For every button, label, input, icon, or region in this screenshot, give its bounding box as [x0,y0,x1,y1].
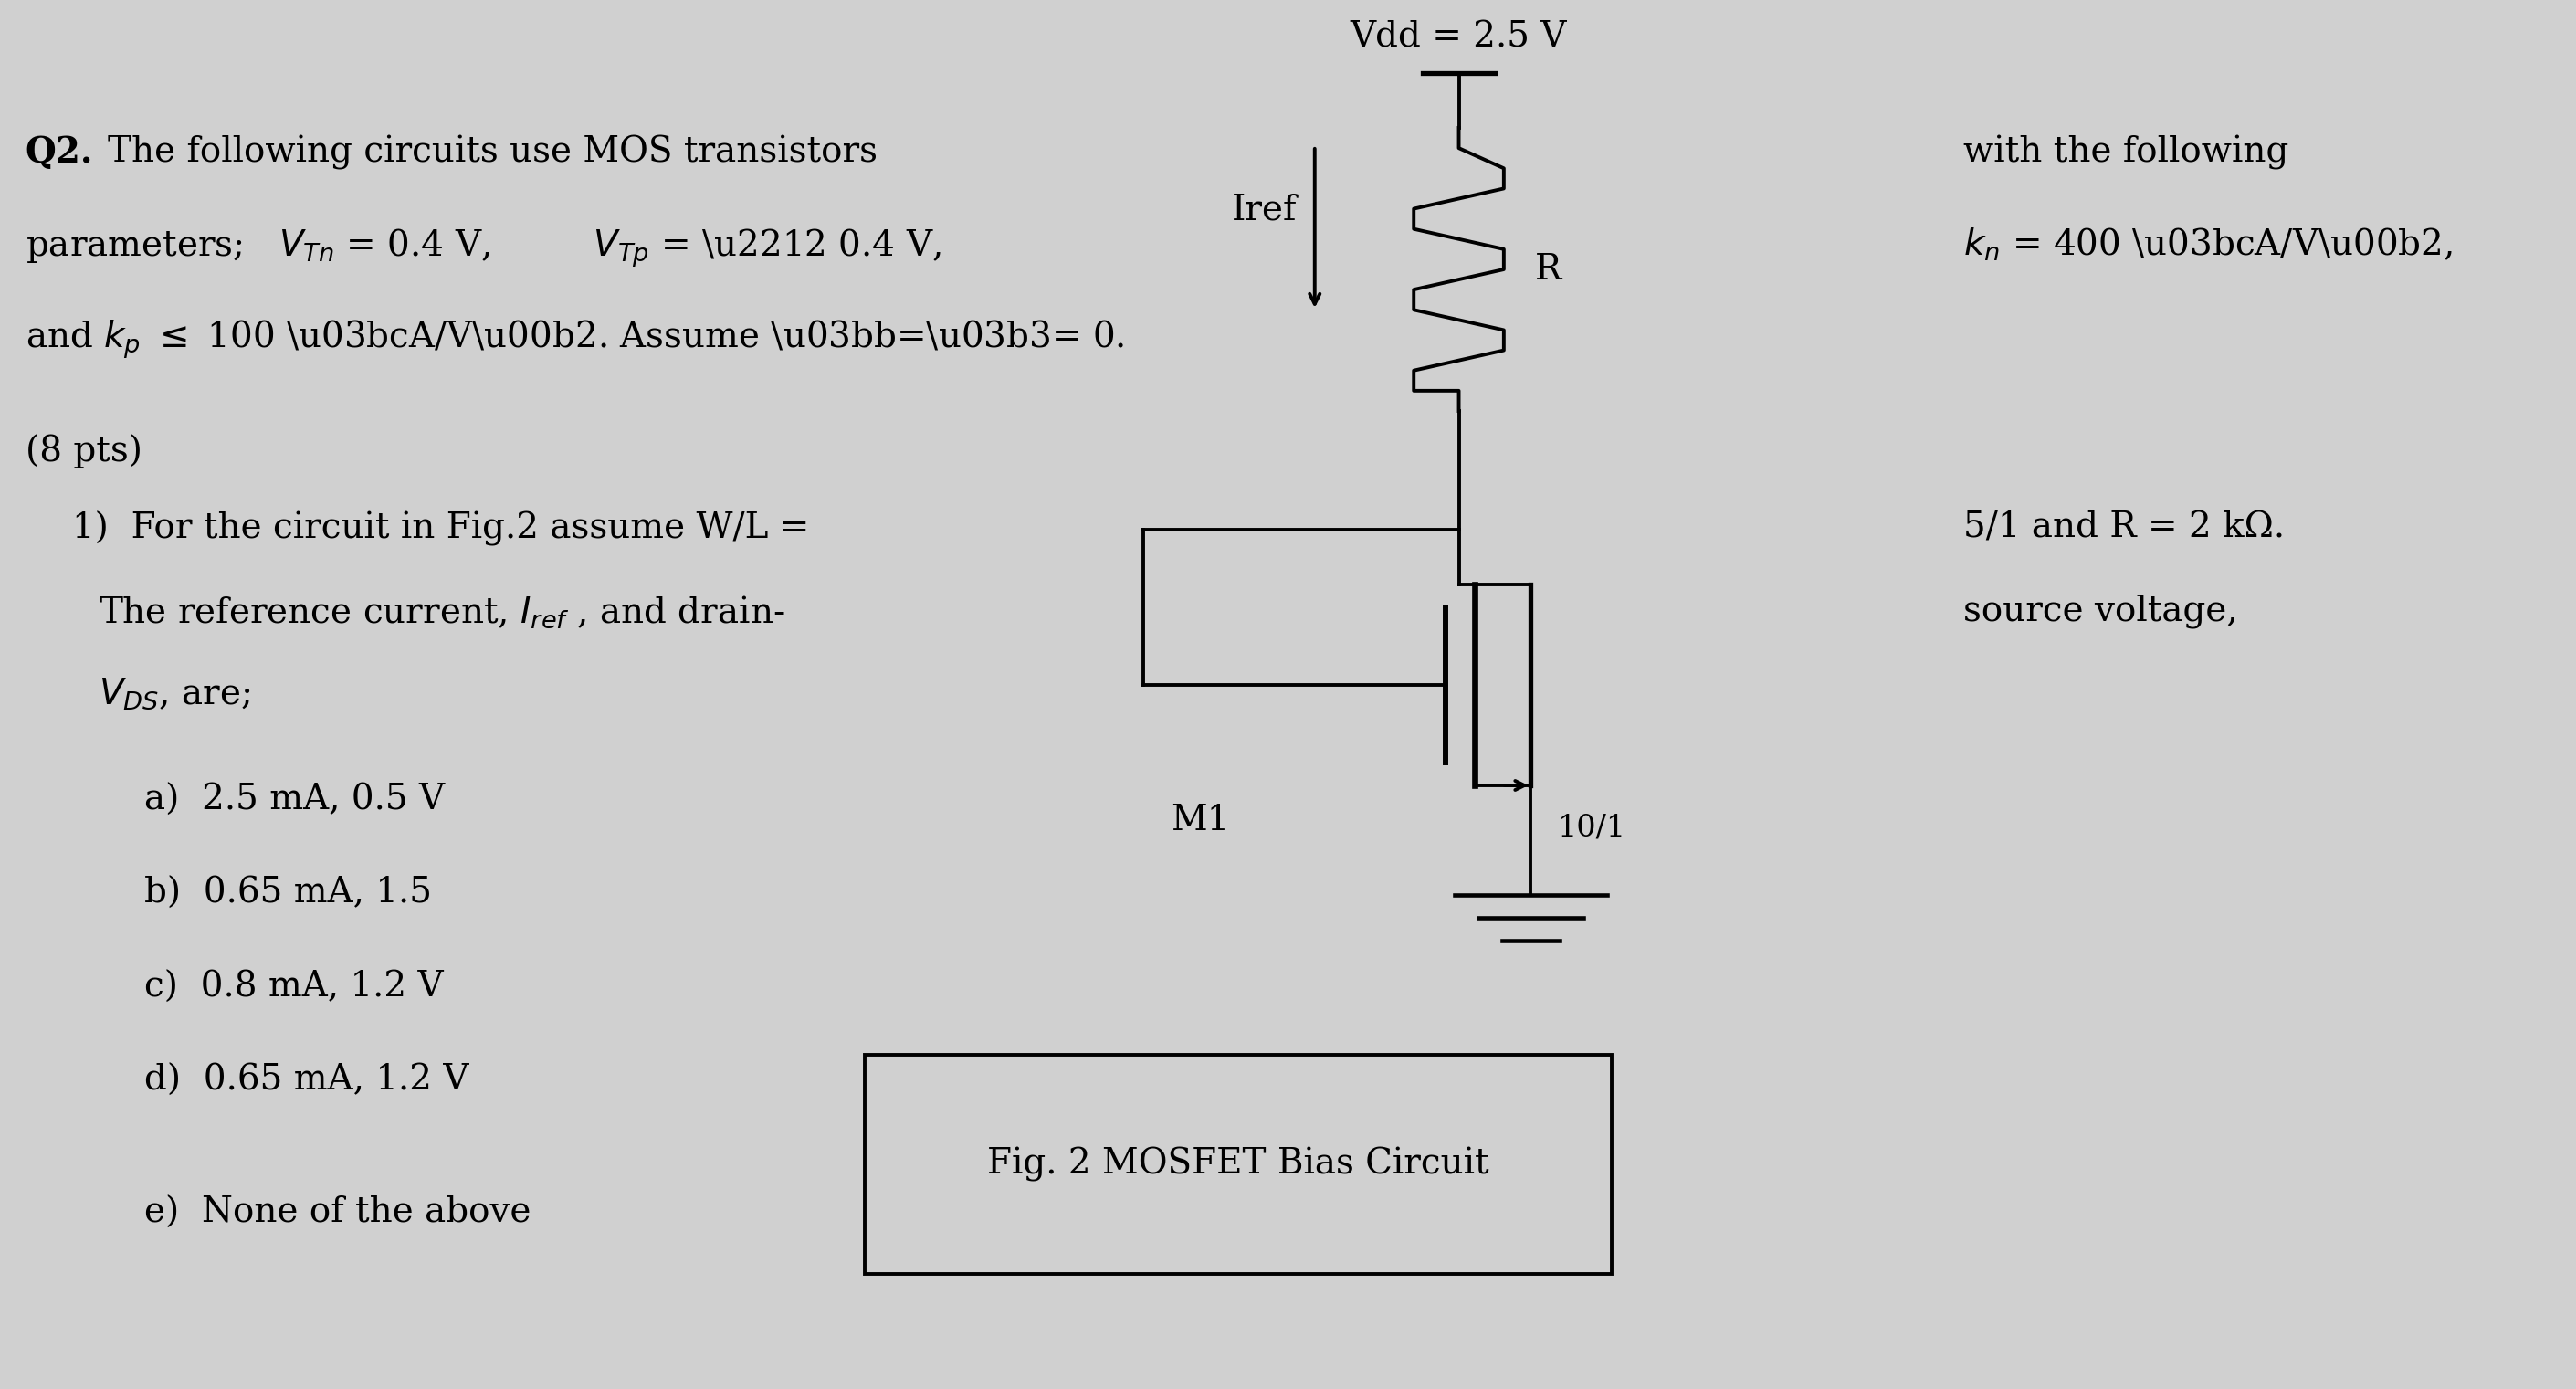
Text: Fig. 2 MOSFET Bias Circuit: Fig. 2 MOSFET Bias Circuit [987,1147,1489,1182]
Text: b)  0.65 mA, 1.5: b) 0.65 mA, 1.5 [144,876,433,910]
Text: 10/1: 10/1 [1558,813,1625,842]
Text: Vdd = 2.5 V: Vdd = 2.5 V [1350,21,1566,54]
Text: c)  0.8 mA, 1.2 V: c) 0.8 mA, 1.2 V [144,971,443,1004]
Text: $V_{DS}$, are;: $V_{DS}$, are; [98,676,250,711]
Text: and $k_p$ $\leq$ 100 \u03bcA/V\u00b2. Assume \u03bb=\u03b3= 0.: and $k_p$ $\leq$ 100 \u03bcA/V\u00b2. As… [26,318,1123,361]
Text: 5/1 and R = 2 kΩ.: 5/1 and R = 2 kΩ. [1963,511,2285,546]
Text: 1)  For the circuit in Fig.2 assume W/L =: 1) For the circuit in Fig.2 assume W/L = [72,511,809,546]
Text: Iref: Iref [1231,193,1296,226]
Bar [866,1054,1613,1274]
Text: The following circuits use MOS transistors: The following circuits use MOS transisto… [108,135,878,169]
Text: d)  0.65 mA, 1.2 V: d) 0.65 mA, 1.2 V [144,1064,469,1097]
Text: $k_n$ = 400 \u03bcA/V\u00b2,: $k_n$ = 400 \u03bcA/V\u00b2, [1963,226,2452,264]
Text: R: R [1535,253,1561,286]
Text: a)  2.5 mA, 0.5 V: a) 2.5 mA, 0.5 V [144,783,446,817]
Text: Q2.: Q2. [26,135,93,169]
Text: parameters;   $\mathit{V}_{Tn}$ = 0.4 V,         $\mathit{V}_{Tp}$ = \u2212 0.4 : parameters; $\mathit{V}_{Tn}$ = 0.4 V, $… [26,226,940,269]
Text: with the following: with the following [1963,135,2287,169]
Text: source voltage,: source voltage, [1963,593,2239,628]
Text: (8 pts): (8 pts) [26,433,142,468]
Text: M1: M1 [1170,804,1229,838]
Text: The reference current, $I_{ref}$ , and drain-: The reference current, $I_{ref}$ , and d… [98,593,786,629]
Text: e)  None of the above: e) None of the above [144,1196,531,1231]
